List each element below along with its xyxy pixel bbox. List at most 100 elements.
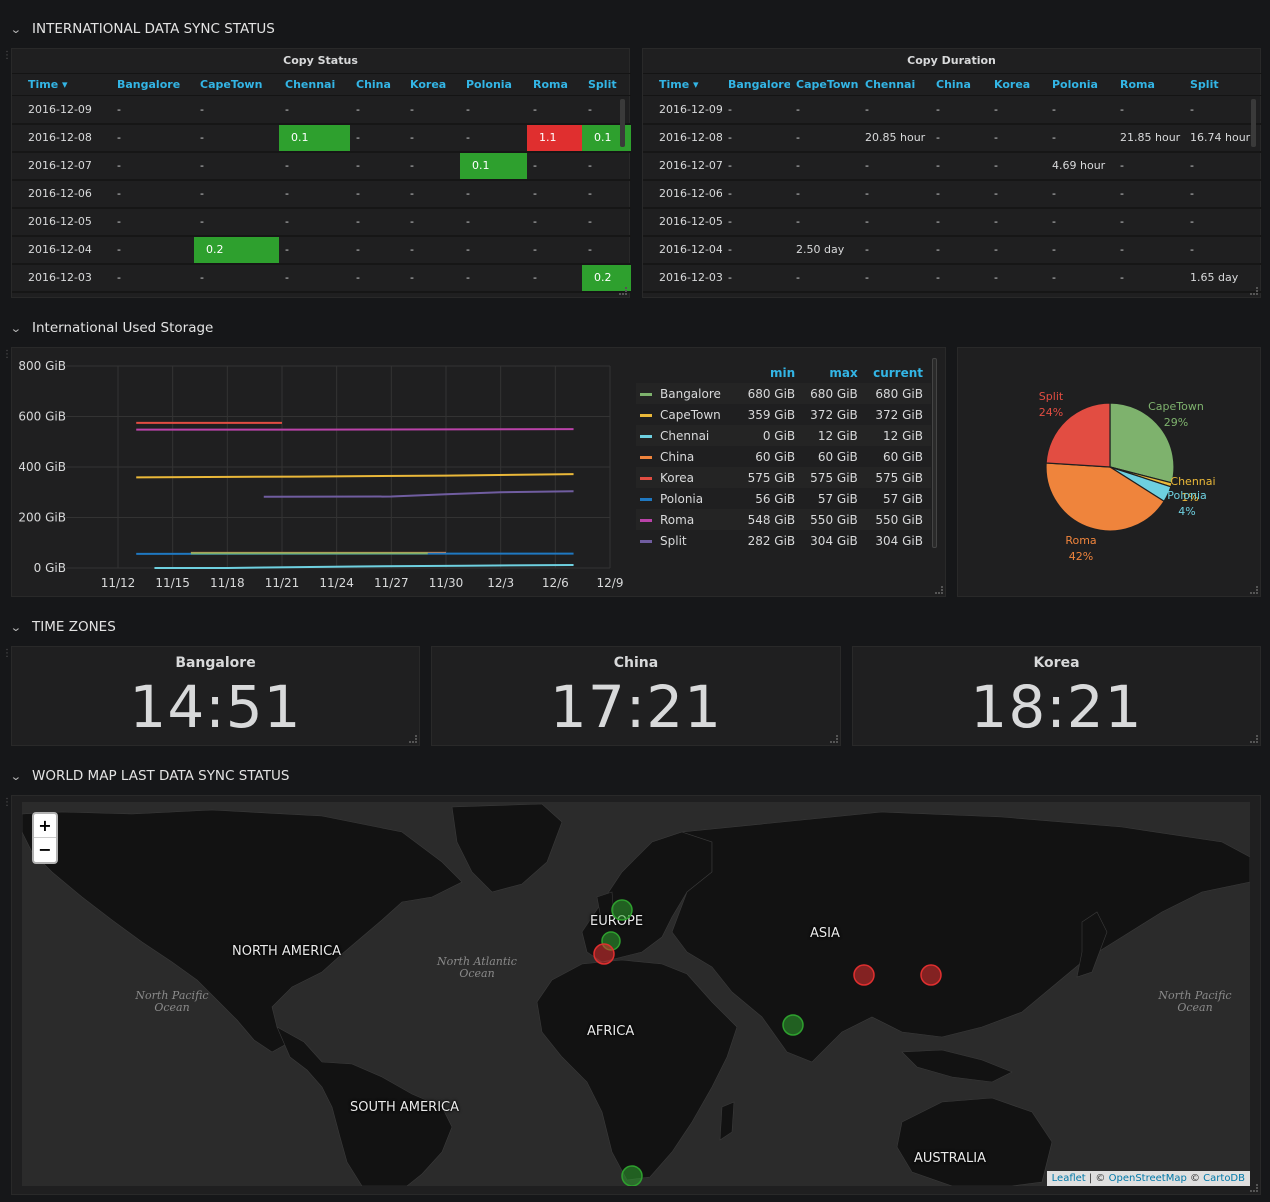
chevron-down-icon[interactable]: ⌄: [9, 620, 22, 634]
marker-ok[interactable]: [611, 899, 633, 921]
chevron-down-icon[interactable]: ⌄: [9, 769, 22, 783]
column-header[interactable]: Time ▾: [12, 73, 111, 96]
storage-pie-chart[interactable]: CapeTown 29% Chennai 1%Polonia 4% Roma 42% Spli…: [958, 348, 1260, 596]
series-color-swatch[interactable]: [640, 497, 652, 501]
legend-scrollbar[interactable]: [932, 358, 937, 548]
table-cell: 2016-12-04: [643, 235, 722, 265]
column-header[interactable]: Polonia: [1046, 73, 1114, 96]
zoom-in-button[interactable]: +: [34, 814, 56, 838]
drag-handle-icon[interactable]: ⋮: [2, 349, 12, 360]
table-cell: -: [790, 179, 859, 209]
column-header[interactable]: Bangalore: [111, 73, 194, 96]
legend-item[interactable]: Bangalore 680 GiB 680 GiB 680 GiB: [636, 383, 931, 404]
osm-link[interactable]: OpenStreetMap: [1108, 1173, 1187, 1184]
column-header[interactable]: Time ▾: [643, 73, 722, 96]
legend-current: 680 GiB: [865, 383, 931, 404]
legend-item[interactable]: Korea 575 GiB 575 GiB 575 GiB: [636, 467, 931, 488]
legend-item[interactable]: CapeTown 359 GiB 372 GiB 372 GiB: [636, 404, 931, 425]
table-cell: -: [279, 263, 350, 293]
drag-handle-icon[interactable]: ⋮: [2, 648, 12, 659]
marker-ok[interactable]: [621, 1165, 643, 1186]
column-header[interactable]: Roma: [527, 73, 582, 96]
series-line-chennai[interactable]: [154, 563, 574, 569]
map-label-asia: ASIA: [810, 926, 840, 941]
pie-slice-split[interactable]: [1045, 402, 1111, 468]
table-cell: -: [460, 123, 527, 153]
resize-handle[interactable]: [1250, 1184, 1258, 1192]
clock-city[interactable]: China: [613, 655, 659, 671]
drag-handle-icon[interactable]: ⋮: [2, 797, 12, 808]
resize-handle[interactable]: [1250, 287, 1258, 295]
series-color-swatch[interactable]: [640, 434, 652, 438]
column-header[interactable]: Roma: [1114, 73, 1184, 96]
series-color-swatch[interactable]: [640, 476, 652, 480]
legend-header-min[interactable]: min: [770, 365, 796, 380]
marker-fail[interactable]: [853, 964, 875, 986]
leaflet-link[interactable]: Leaflet: [1051, 1173, 1086, 1184]
legend-header-current[interactable]: current: [873, 365, 923, 380]
cartodb-link[interactable]: CartoDB: [1203, 1173, 1245, 1184]
column-header[interactable]: Chennai: [279, 73, 350, 96]
legend-min: 548 GiB: [740, 509, 804, 530]
world-map[interactable]: NORTH AMERICA SOUTH AMERICA EUROPE AFRIC…: [22, 802, 1250, 1186]
series-line-split[interactable]: [263, 490, 574, 498]
resize-handle[interactable]: [619, 287, 627, 295]
series-color-swatch[interactable]: [640, 455, 652, 459]
column-header[interactable]: CapeTown: [790, 73, 859, 96]
row-header-map[interactable]: ⌄ WORLD MAP LAST DATA SYNC STATUS: [9, 765, 290, 787]
series-color-swatch[interactable]: [640, 413, 652, 417]
series-line-roma[interactable]: [136, 428, 574, 431]
column-header[interactable]: Split: [1184, 73, 1262, 96]
panel-title[interactable]: Copy Duration: [907, 54, 996, 67]
table-cell: 2016-12-08: [643, 123, 722, 153]
column-header[interactable]: Polonia: [460, 73, 527, 96]
series-line-capetown[interactable]: [136, 473, 574, 479]
column-header[interactable]: Korea: [404, 73, 460, 96]
legend-item[interactable]: Chennai 0 GiB 12 GiB 12 GiB: [636, 425, 931, 446]
column-header[interactable]: China: [930, 73, 988, 96]
column-header[interactable]: Chennai: [859, 73, 930, 96]
series-color-swatch[interactable]: [640, 518, 652, 522]
column-header[interactable]: China: [350, 73, 404, 96]
scrollbar[interactable]: [620, 99, 625, 147]
legend-item[interactable]: Roma 548 GiB 550 GiB 550 GiB: [636, 509, 931, 530]
marker-ok[interactable]: [782, 1014, 804, 1036]
legend-item[interactable]: Polonia 56 GiB 57 GiB 57 GiB: [636, 488, 931, 509]
resize-handle[interactable]: [409, 735, 417, 743]
row-header-timezones[interactable]: ⌄ TIME ZONES: [9, 616, 116, 638]
column-header[interactable]: Bangalore: [722, 73, 790, 96]
legend-series-name: Bangalore: [660, 386, 721, 401]
legend-series: Split: [636, 530, 741, 551]
table-cell: -: [1114, 179, 1184, 209]
table-cell: -: [404, 151, 460, 181]
zoom-out-button[interactable]: −: [38, 840, 52, 859]
series-color-swatch[interactable]: [640, 539, 652, 543]
drag-handle-icon[interactable]: ⋮: [2, 50, 12, 61]
chevron-down-icon[interactable]: ⌄: [9, 321, 22, 335]
column-header[interactable]: Split: [582, 73, 631, 96]
panel-title[interactable]: Copy Status: [283, 54, 358, 67]
legend-item[interactable]: Split 282 GiB 304 GiB 304 GiB: [636, 530, 931, 551]
resize-handle[interactable]: [1250, 586, 1258, 594]
storage-line-chart[interactable]: 11/12 11/15 11/18 11/21 11/24 11/27 11/30 12/3 1…: [12, 348, 637, 596]
table-row: 2016-12-05- - - - - - - -: [643, 207, 1262, 237]
pie-slice-capetown[interactable]: [1109, 402, 1175, 484]
marker-fail[interactable]: [920, 964, 942, 986]
resize-handle[interactable]: [935, 586, 943, 594]
table-cell: -: [350, 179, 404, 209]
series-color-swatch[interactable]: [640, 392, 652, 396]
scrollbar[interactable]: [1251, 99, 1256, 147]
resize-handle[interactable]: [1250, 735, 1258, 743]
chevron-down-icon[interactable]: ⌄: [9, 22, 22, 36]
legend-header-max[interactable]: max: [829, 365, 858, 380]
column-header[interactable]: Korea: [988, 73, 1046, 96]
pie-slice-roma[interactable]: [1045, 462, 1165, 532]
marker-fail[interactable]: [593, 943, 615, 965]
legend-item[interactable]: China 60 GiB 60 GiB 60 GiB: [636, 446, 931, 467]
clock-city[interactable]: Bangalore: [175, 655, 256, 671]
resize-handle[interactable]: [830, 735, 838, 743]
row-header-sync[interactable]: ⌄ INTERNATIONAL DATA SYNC STATUS: [9, 18, 275, 40]
column-header[interactable]: CapeTown: [194, 73, 279, 96]
clock-city[interactable]: Korea: [1033, 655, 1080, 671]
row-header-storage[interactable]: ⌄ International Used Storage: [9, 317, 213, 339]
